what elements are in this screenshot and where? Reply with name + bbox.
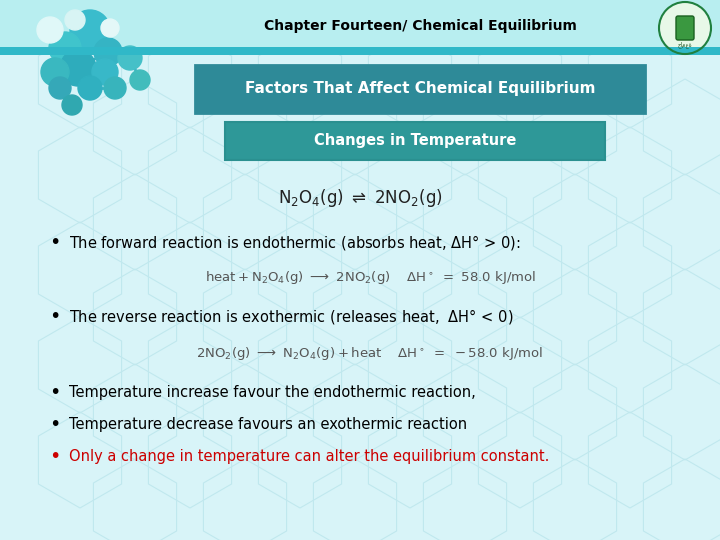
Text: Factors That Affect Chemical Equilibrium: Factors That Affect Chemical Equilibrium xyxy=(245,82,595,97)
Circle shape xyxy=(104,77,126,99)
Text: The forward reaction is endothermic (absorbs heat, $\Delta$H° > 0):: The forward reaction is endothermic (abs… xyxy=(69,233,521,252)
Circle shape xyxy=(41,58,69,86)
Text: Temperature increase favour the endothermic reaction,: Temperature increase favour the endother… xyxy=(69,386,476,401)
Bar xyxy=(0,47,720,55)
Text: Only a change in temperature can alter the equilibrium constant.: Only a change in temperature can alter t… xyxy=(69,449,549,464)
Circle shape xyxy=(78,76,102,100)
Text: Temperature decrease favours an exothermic reaction: Temperature decrease favours an exotherm… xyxy=(69,417,467,433)
Circle shape xyxy=(94,38,122,66)
Circle shape xyxy=(60,50,96,86)
FancyBboxPatch shape xyxy=(676,16,694,40)
Bar xyxy=(0,0,720,55)
Text: •: • xyxy=(49,233,60,252)
Text: •: • xyxy=(49,448,60,467)
Circle shape xyxy=(49,77,71,99)
Text: $\mathrm{heat + N_2O_4(g)\ \longrightarrow\ 2NO_2(g)\ \ \ \ \Delta H^\circ\ =\ 5: $\mathrm{heat + N_2O_4(g)\ \longrightarr… xyxy=(204,269,536,287)
Circle shape xyxy=(62,95,82,115)
Circle shape xyxy=(130,70,150,90)
Circle shape xyxy=(659,2,711,54)
Text: Changes in Temperature: Changes in Temperature xyxy=(314,133,516,148)
Text: Chapter Fourteen/ Chemical Equilibrium: Chapter Fourteen/ Chemical Equilibrium xyxy=(264,19,577,33)
Circle shape xyxy=(118,46,142,70)
Text: $\mathrm{N_2O_4(g)\ \rightleftharpoons\ 2NO_2(g)}$: $\mathrm{N_2O_4(g)\ \rightleftharpoons\ … xyxy=(278,187,442,209)
Circle shape xyxy=(92,59,118,85)
Text: The reverse reaction is exothermic (releases heat,  $\Delta$H° < 0): The reverse reaction is exothermic (rele… xyxy=(69,307,513,326)
Circle shape xyxy=(65,10,85,30)
Bar xyxy=(195,65,645,113)
Text: •: • xyxy=(49,307,60,326)
Text: جامعة: جامعة xyxy=(678,42,693,49)
Circle shape xyxy=(101,19,119,37)
Circle shape xyxy=(37,17,63,43)
Text: •: • xyxy=(49,415,60,435)
Circle shape xyxy=(70,10,110,50)
Bar xyxy=(225,122,605,160)
Text: $\mathrm{2NO_2(g)\ \longrightarrow\ N_2O_4(g) + heat\ \ \ \ \Delta H^\circ\ =\ -: $\mathrm{2NO_2(g)\ \longrightarrow\ N_2O… xyxy=(197,345,544,361)
Circle shape xyxy=(49,32,81,64)
Text: •: • xyxy=(49,383,60,402)
